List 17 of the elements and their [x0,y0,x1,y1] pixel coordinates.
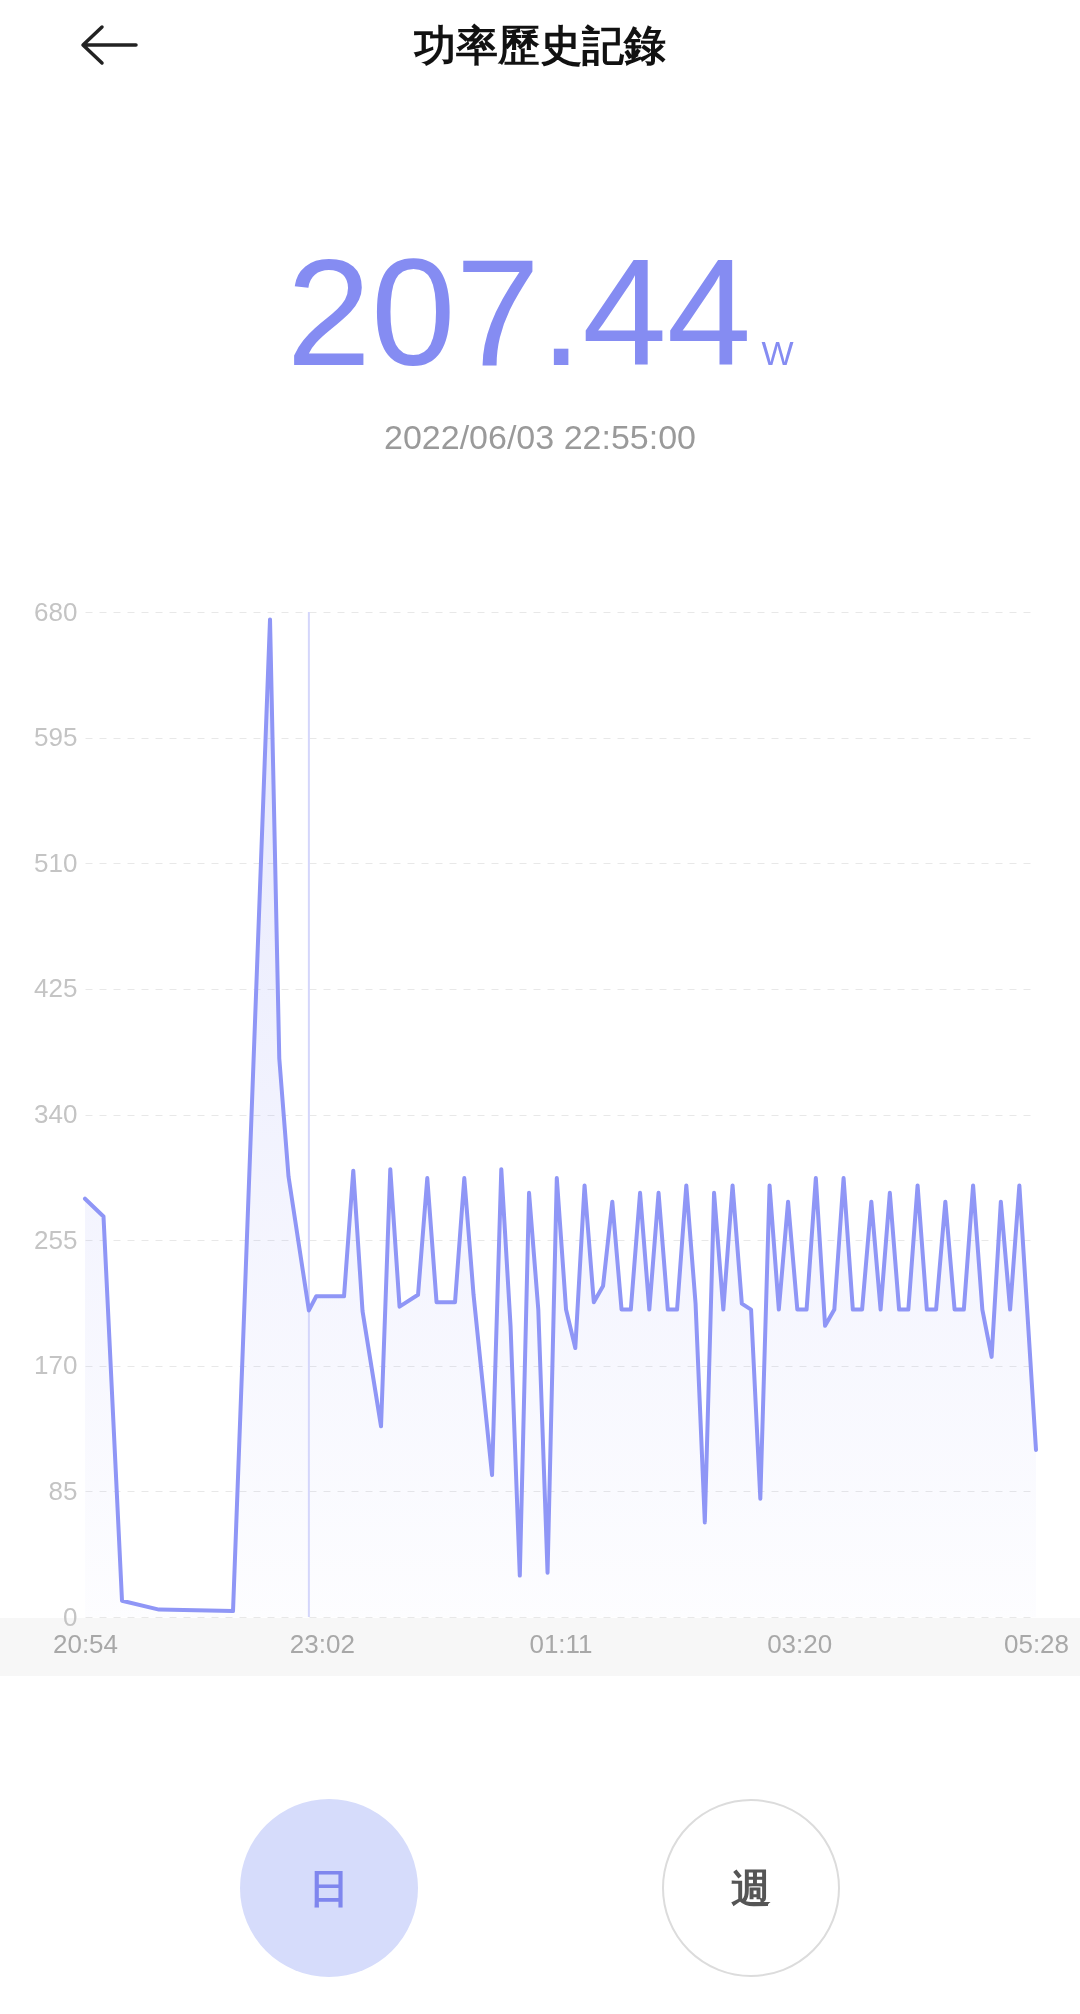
x-tick-label: 01:11 [529,1628,593,1659]
text: W [761,334,794,372]
text: 207.44 [286,227,752,397]
y-tick-label: 425 [34,973,78,1004]
y-tick-label: 340 [34,1099,78,1129]
x-tick-label: 03:20 [767,1628,833,1659]
y-tick-label: 85 [48,1475,78,1506]
x-tick-label: 05:28 [1003,1628,1070,1659]
y-tick-label: 595 [34,722,78,753]
chart-title: 功率歷史記錄 [413,20,667,72]
text: 2022/06/03 22:55:00 [383,418,697,457]
x-tick-label: 23:02 [289,1628,355,1659]
y-tick-label: 680 [34,596,78,627]
y-tick-label: 510 [34,847,78,878]
y-tick-label: 170 [34,1350,78,1381]
y-tick-label: 255 [34,1224,78,1255]
week-button[interactable]: 週 [662,1799,840,1977]
